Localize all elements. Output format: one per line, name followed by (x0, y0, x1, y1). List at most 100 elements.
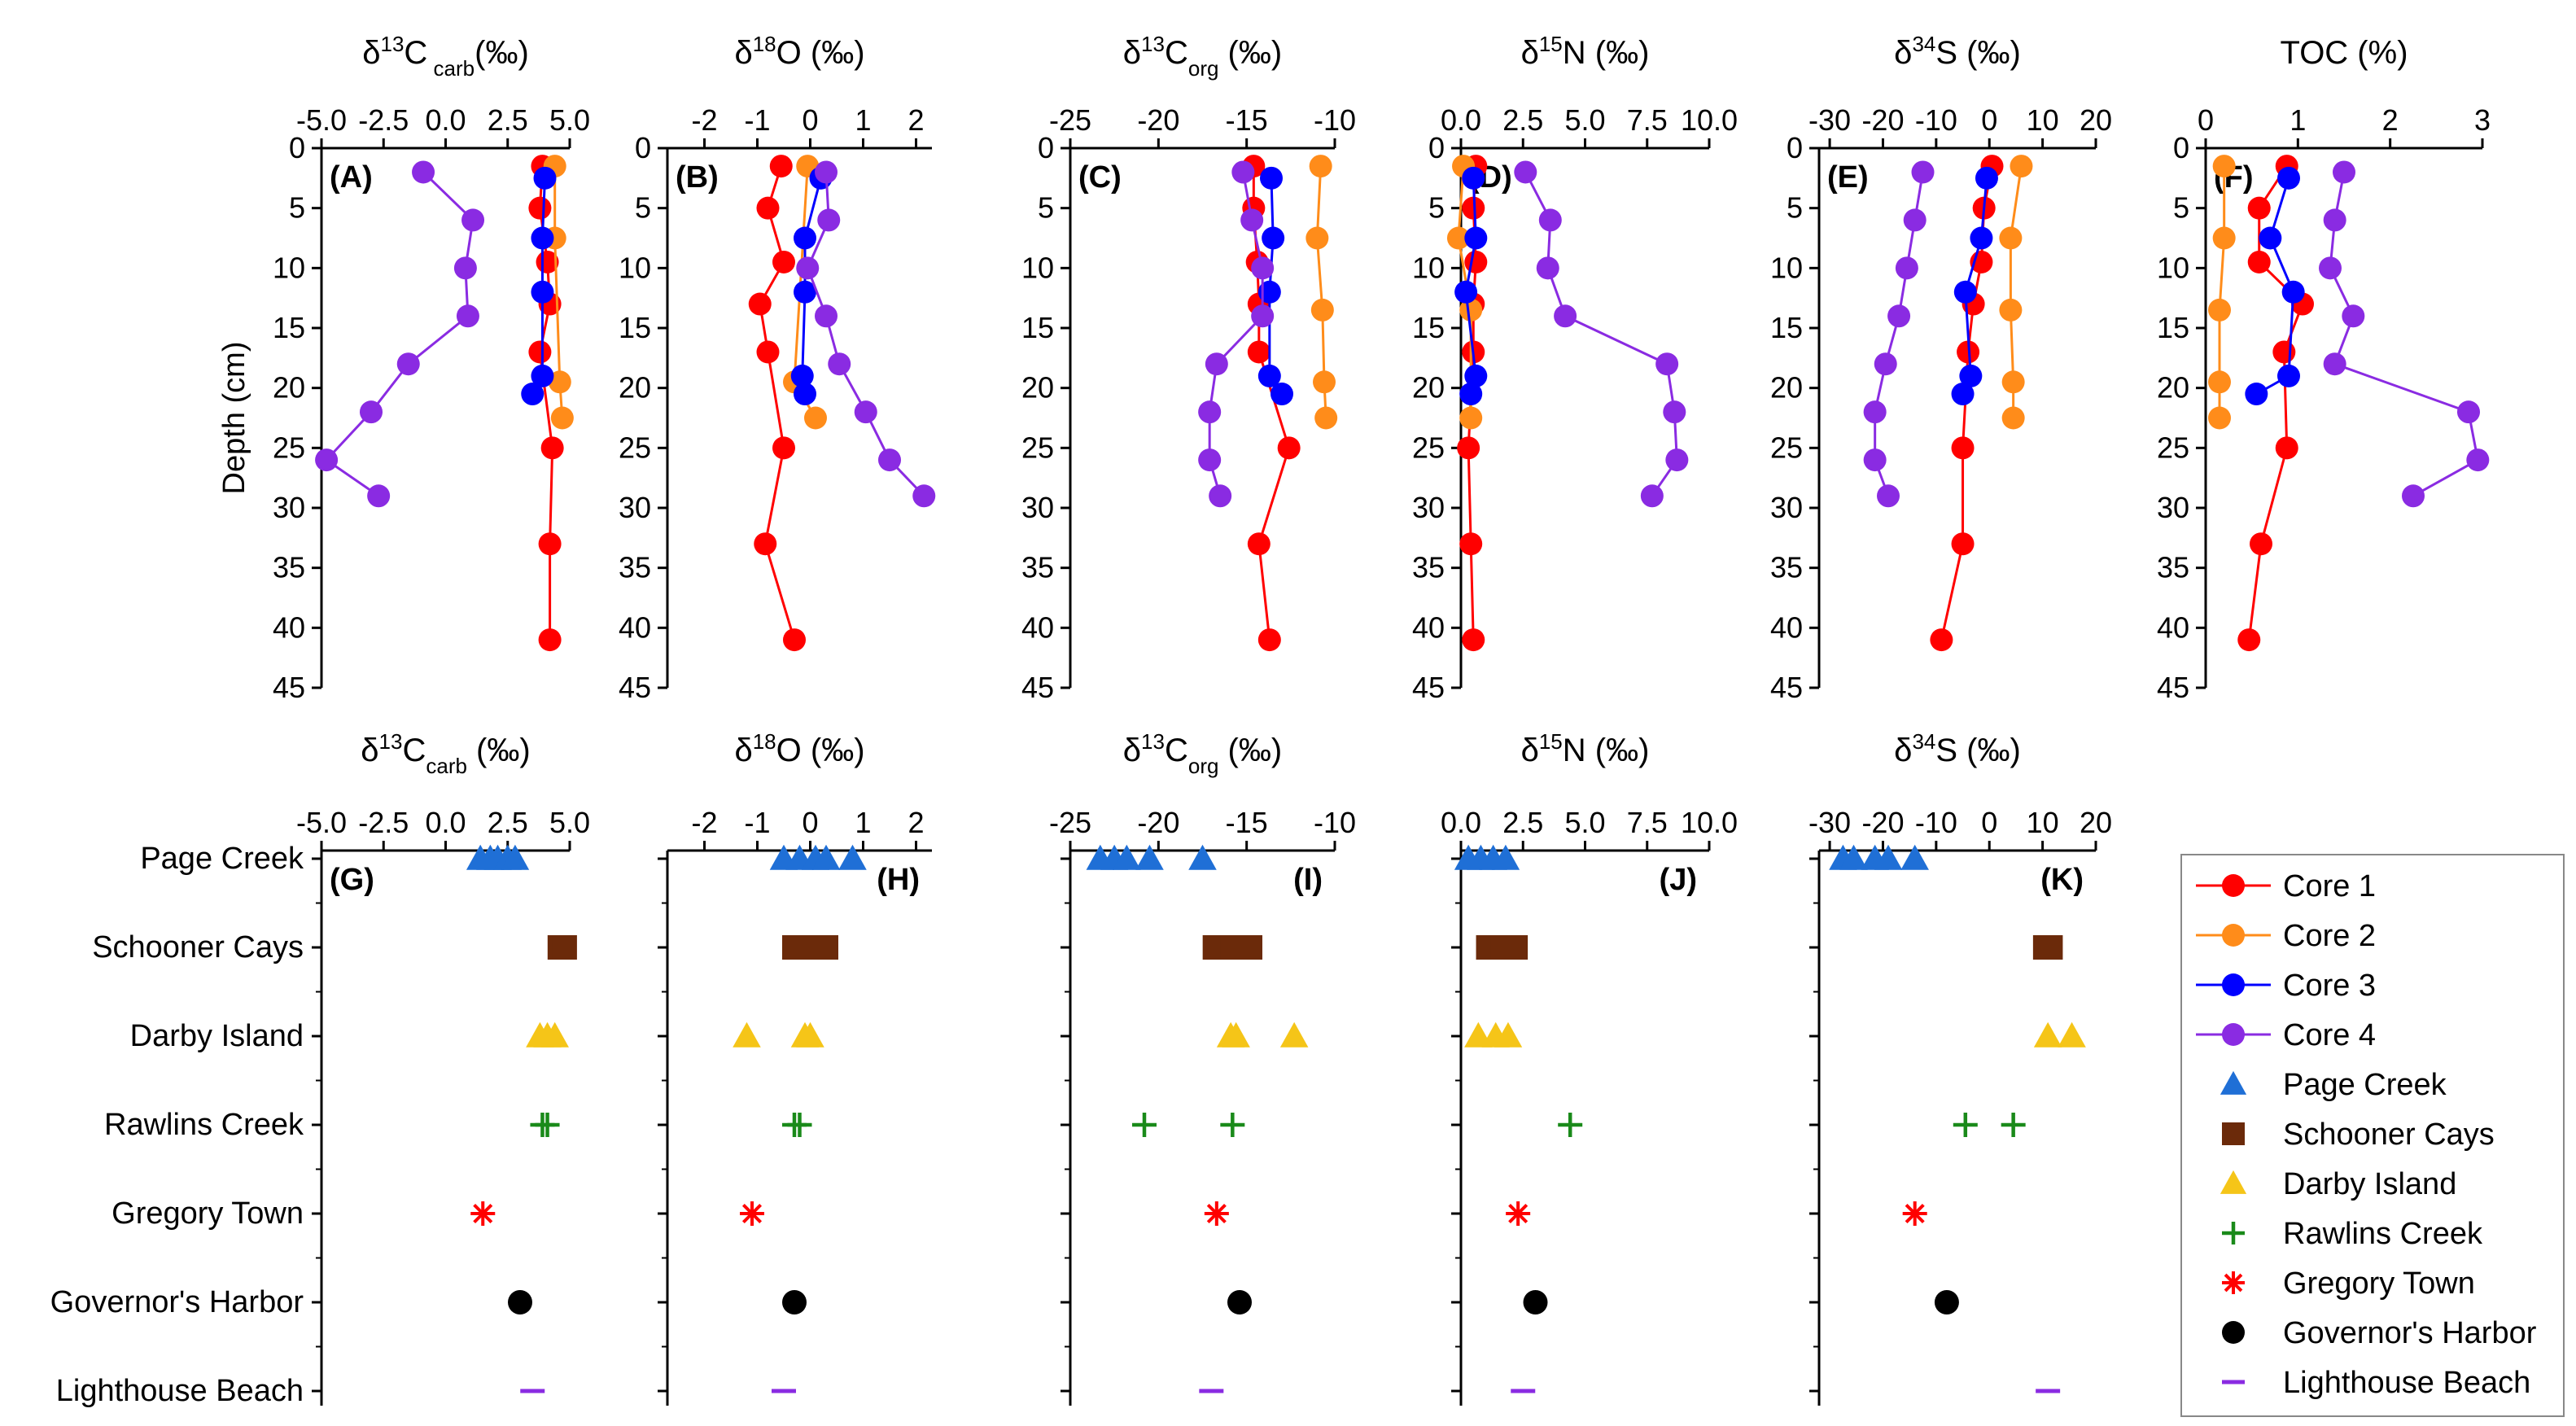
data-point-schooner-cays (2038, 935, 2063, 960)
series-core-4 (1198, 160, 1275, 508)
y-tick-label: 40 (1021, 610, 1054, 644)
data-point-core-4 (1911, 160, 1935, 184)
x-tick-label: -2 (691, 806, 717, 839)
series-core-3 (790, 166, 833, 406)
category-label-governor-s-harbor: Governor's Harbor (50, 1285, 304, 1319)
legend-entry-core-2: Core 2 (2196, 919, 2376, 953)
data-point-darby-island (2033, 1021, 2062, 1048)
y-tick-label: 0 (1787, 131, 1803, 164)
x-tick-label: -5.0 (296, 103, 347, 137)
data-point-schooner-cays (814, 935, 838, 960)
series-schooner-cays (2032, 935, 2063, 960)
data-point-gregory-town (470, 1201, 496, 1226)
data-point-page-creek (838, 844, 867, 870)
data-point-core-4 (1198, 448, 1222, 472)
data-point-core-4 (2323, 352, 2346, 376)
series-core-2 (1305, 155, 1338, 430)
title-sup: 15 (1539, 32, 1563, 56)
series-gregory-town (1204, 1201, 1229, 1226)
data-point-core-1 (1247, 340, 1271, 364)
panel-H-title: δ18O (‰) (734, 729, 864, 768)
data-point-core-2 (1446, 226, 1470, 250)
y-tick-label: 40 (2157, 610, 2189, 644)
data-point-core-4 (1895, 256, 1918, 280)
series-rawlins-creek (1558, 1113, 1583, 1137)
data-point-darby-island (540, 1021, 569, 1048)
data-point-core-4 (1887, 304, 1911, 328)
data-point-core-2 (804, 406, 827, 430)
data-point-darby-island (1279, 1021, 1309, 1048)
data-point-core-4 (1205, 352, 1228, 376)
y-tick-label: 5 (1038, 191, 1054, 225)
data-point-page-creek (1874, 844, 1903, 870)
data-point-core-2 (1314, 406, 1338, 430)
data-point-core-4 (1874, 352, 1897, 376)
panel-label: (B) (676, 160, 719, 195)
panel-D-title: δ15N (‰) (1521, 32, 1650, 71)
y-tick-label: 30 (2157, 491, 2189, 524)
data-point-core-4 (1663, 400, 1686, 424)
legend-marker-page-creek (2220, 1070, 2247, 1095)
y-tick-label: 10 (273, 251, 305, 284)
panel-A: -5.0 -2.5 0.0 2.5 5.0 0 5 10 15 20 25 30 35 40 45 δ13C … (217, 32, 590, 704)
series-darby-island (1216, 1021, 1309, 1048)
y-tick-label: 35 (273, 551, 305, 584)
title-element: O (776, 733, 802, 768)
series-line-core-2 (553, 166, 564, 418)
x-tick-label: 5.0 (1564, 103, 1605, 137)
y-tick-label: 30 (1770, 491, 1803, 524)
title-suffix: (‰) (475, 35, 529, 71)
series-core-2 (2208, 155, 2236, 430)
data-point-core-1 (1247, 532, 1271, 556)
data-point-core-1 (769, 155, 793, 178)
data-point-core-1 (754, 532, 777, 556)
data-point-governor-s-harbor (1227, 1290, 1252, 1314)
x-tick-label: 3 (2474, 103, 2491, 137)
x-tick-label: 0.0 (425, 103, 466, 137)
title-suffix: (‰) (467, 733, 531, 768)
y-tick-label: 10 (2157, 251, 2189, 284)
data-point-core-1 (1951, 436, 1975, 460)
category-label-darby-island: Darby Island (130, 1019, 304, 1053)
data-point-core-1 (2272, 340, 2296, 364)
y-tick-label: 45 (1770, 671, 1803, 704)
y-tick-label: 10 (1021, 251, 1054, 284)
data-point-rawlins-creek (1220, 1113, 1245, 1137)
x-tick-label: -30 (1808, 806, 1851, 839)
series-gregory-town (470, 1201, 496, 1226)
data-point-core-4 (1538, 208, 1562, 232)
x-tick-label: 2.5 (488, 806, 528, 839)
data-point-core-4 (1863, 448, 1887, 472)
title-sup: 34 (1912, 729, 1935, 754)
legend-entry-core-1: Core 1 (2196, 869, 2376, 903)
y-tick-label: 20 (1412, 371, 1445, 405)
data-point-darby-island (1494, 1021, 1523, 1048)
data-point-core-3 (1260, 166, 1283, 190)
data-point-darby-island (733, 1021, 761, 1048)
legend-entry-core-3: Core 3 (2196, 969, 2376, 1003)
data-point-core-1 (772, 436, 795, 460)
data-point-core-4 (1514, 160, 1537, 184)
category-label-schooner-cays: Schooner Cays (92, 930, 304, 965)
data-point-core-4 (1251, 304, 1275, 328)
y-tick-label: 0 (1428, 131, 1445, 164)
series-schooner-cays (782, 935, 838, 960)
x-tick-label: -20 (1861, 806, 1904, 839)
title-element: C (402, 733, 426, 768)
title-suffix: (‰) (802, 733, 865, 768)
y-tick-label: 15 (1770, 311, 1803, 344)
data-point-rawlins-creek (1953, 1113, 1978, 1137)
data-point-core-3 (531, 364, 554, 387)
y-tick-label: 40 (273, 610, 305, 644)
data-point-core-3 (1953, 280, 1977, 304)
title-element: O (776, 35, 802, 71)
y-tick-label: 40 (619, 610, 651, 644)
title-main: δ (1521, 733, 1539, 768)
title-suffix: (‰) (1586, 733, 1650, 768)
title-sub: carb (427, 56, 475, 81)
legend-entry-page-creek: Page Creek (2220, 1068, 2447, 1102)
data-point-core-2 (1999, 226, 2023, 250)
x-tick-label: -5.0 (296, 806, 347, 839)
data-point-core-1 (528, 340, 552, 364)
title-main: δ (734, 733, 752, 768)
